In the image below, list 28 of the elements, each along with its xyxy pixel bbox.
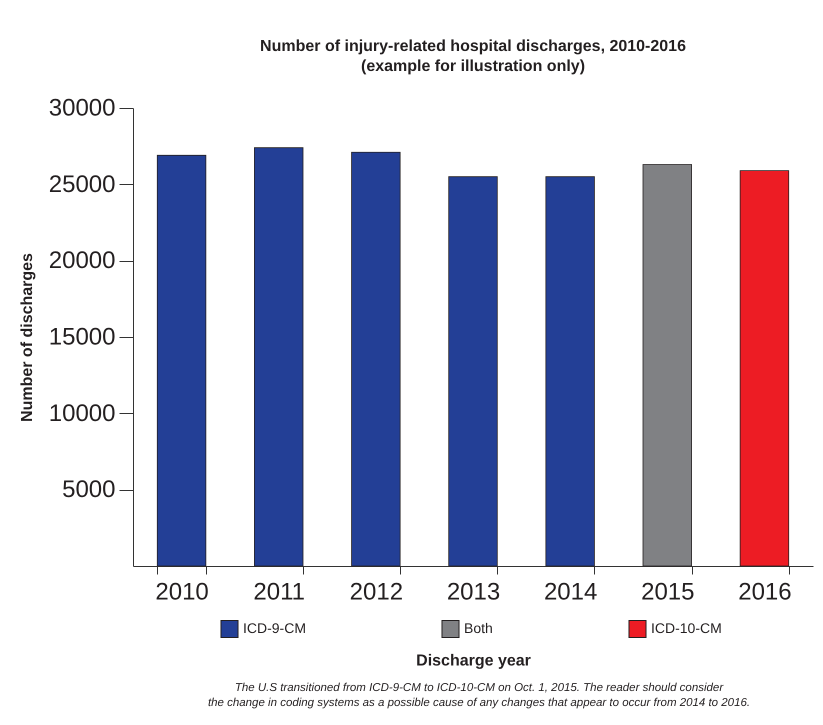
- chart-title: Number of injury-related hospital discharges, 2010-2016: [260, 38, 686, 55]
- x-tick-label: 2016: [738, 578, 792, 606]
- bar: [642, 164, 692, 566]
- bar: [351, 152, 401, 566]
- y-tick-label: 15000: [48, 324, 116, 350]
- x-axis-title: Discharge year: [416, 652, 531, 670]
- bar: [448, 176, 498, 566]
- y-tick-label: 5000: [62, 476, 116, 504]
- x-tick-label: 2010: [155, 578, 209, 606]
- x-tick-label: 2012: [350, 578, 404, 606]
- y-tick-label: 20000: [48, 247, 116, 274]
- y-tick-label: 25000: [48, 170, 116, 198]
- bar: [156, 154, 206, 566]
- x-tick-label: 2014: [544, 578, 598, 606]
- y-tick-label: 30000: [48, 94, 116, 122]
- x-tick-label: 2015: [641, 578, 694, 606]
- chart-subtitle: (example for illustration only): [360, 58, 586, 75]
- bar: [545, 176, 595, 566]
- legend-label: ICD-10-CM: [651, 620, 722, 636]
- x-tick-label: 2011: [253, 578, 306, 606]
- bar: [740, 170, 790, 566]
- text: The U.S transitioned from ICD-9-CM to ICD-10-CM on Oct. 1, 2015. The reader should consider the change in coding systems as a possible cause of any changes that appear to occur from 2014 to 2016.: [208, 682, 750, 709]
- legend-label: Both: [464, 620, 493, 636]
- x-tick-label: 2013: [446, 578, 500, 606]
- legend-label: ICD-9-CM: [243, 620, 306, 636]
- bar: [254, 147, 304, 566]
- y-axis-title: Number of discharges: [18, 252, 36, 422]
- y-tick-label: 10000: [48, 400, 116, 427]
